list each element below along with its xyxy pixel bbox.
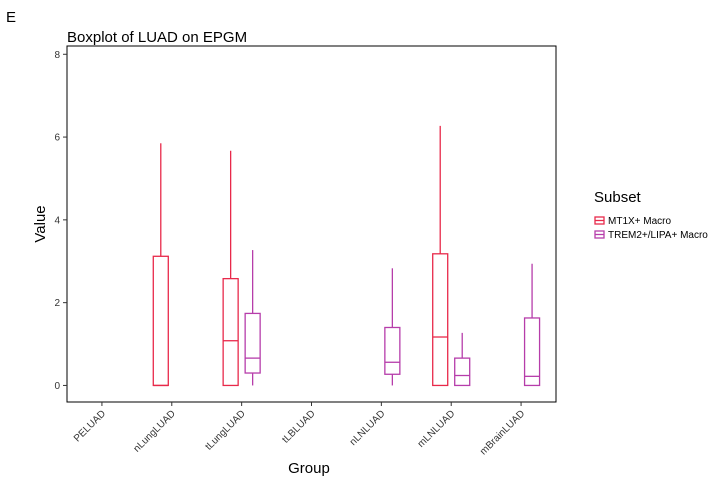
y-tick-label: 6: [54, 133, 60, 144]
box-iqr: [384, 326, 401, 375]
legend-key: [594, 216, 605, 225]
box-nLNLUAD-trem2: [384, 268, 401, 386]
panel-label: E: [6, 9, 16, 26]
box-tLungLUAD-trem2: [244, 250, 261, 386]
legend: Subset MT1X+ Macro TREM2+/LIPA+ Macro: [594, 189, 708, 241]
x-axis: PELUAD nLungLUAD tLungLUAD tLBLUAD nLNLUAD mL…: [72, 402, 527, 457]
x-tick-label: nLNLUAD: [348, 408, 388, 448]
box-mLNLUAD-trem2: [454, 332, 471, 387]
y-axis-title: Value: [32, 205, 49, 242]
chart-title: Boxplot of LUAD on EPGM: [67, 29, 247, 46]
x-tick-label: tLBLUAD: [280, 408, 317, 445]
x-tick-label: PELUAD: [72, 408, 108, 444]
legend-label: TREM2+/LIPA+ Macro: [608, 230, 708, 241]
box-mBrainLUAD-trem2: [523, 263, 541, 387]
box-iqr: [152, 255, 169, 387]
box-tLungLUAD-mt1x: [222, 150, 239, 387]
boxes: [152, 125, 541, 387]
plot-panel: [66, 45, 557, 403]
box-iqr: [432, 253, 449, 387]
y-tick-label: 2: [54, 298, 60, 309]
y-tick-label: 4: [54, 215, 60, 226]
legend-title: Subset: [594, 189, 642, 206]
x-tick-label: mLNLUAD: [416, 408, 458, 450]
y-axis: 0 2 4 6 8: [54, 50, 67, 392]
box-iqr: [523, 317, 541, 387]
y-tick-label: 0: [54, 381, 60, 392]
x-tick-label: tLungLUAD: [203, 408, 247, 452]
box-iqr: [222, 277, 239, 387]
box-mLNLUAD-mt1x: [432, 125, 449, 387]
legend-key: [594, 230, 605, 239]
x-tick-label: nLungLUAD: [132, 408, 178, 454]
x-tick-label: mBrainLUAD: [478, 408, 527, 457]
box-iqr: [244, 312, 261, 374]
x-axis-title: Group: [288, 460, 330, 477]
legend-label: MT1X+ Macro: [608, 216, 672, 227]
y-tick-label: 8: [54, 50, 60, 61]
box-iqr: [454, 357, 471, 387]
box-nLungLUAD-mt1x: [152, 143, 169, 387]
